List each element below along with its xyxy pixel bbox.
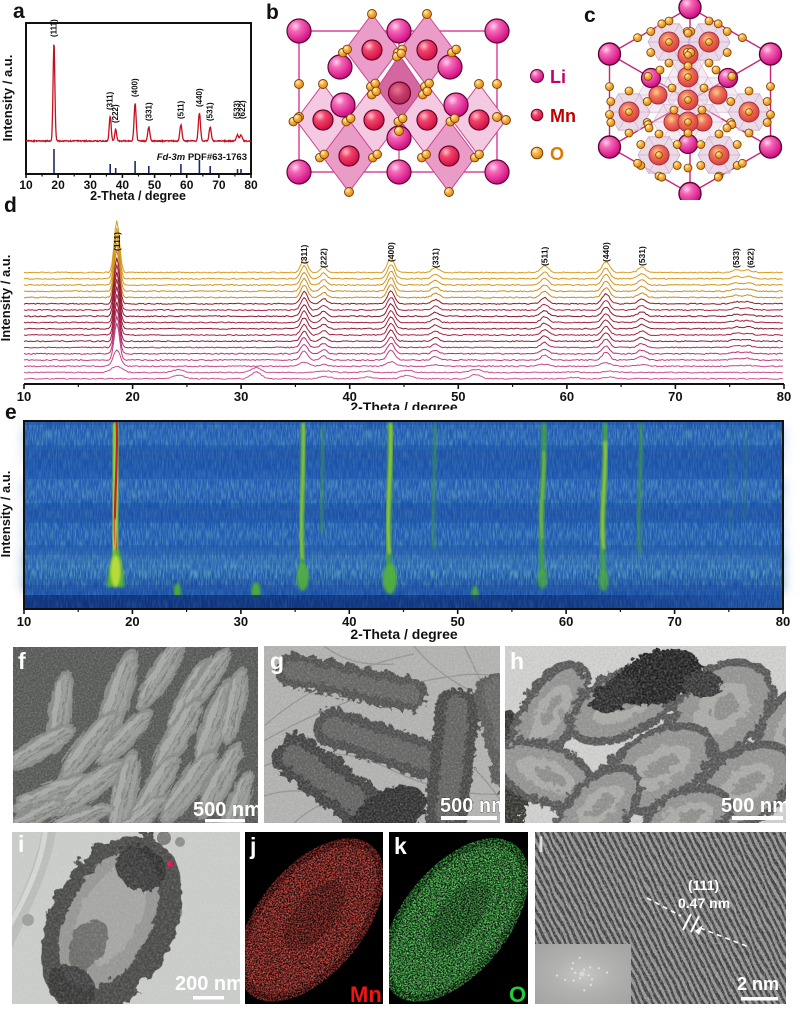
svg-text:(111): (111) bbox=[50, 19, 59, 37]
svg-text:(531): (531) bbox=[206, 102, 215, 121]
svg-text:500 nm: 500 nm bbox=[440, 795, 500, 817]
svg-text:Fd-3m PDF#63-1763: Fd-3m PDF#63-1763 bbox=[157, 152, 247, 163]
svg-text:40: 40 bbox=[116, 178, 130, 192]
svg-text:Intensity / a.u.: Intensity / a.u. bbox=[0, 255, 13, 342]
svg-text:i: i bbox=[18, 832, 24, 857]
svg-text:(400): (400) bbox=[131, 78, 140, 97]
svg-text:70: 70 bbox=[668, 389, 682, 404]
svg-text:2-Theta / degree: 2-Theta / degree bbox=[350, 626, 458, 642]
svg-text:(440): (440) bbox=[195, 88, 204, 107]
svg-text:20: 20 bbox=[51, 178, 65, 192]
svg-text:50: 50 bbox=[148, 178, 162, 192]
svg-text:30: 30 bbox=[234, 614, 248, 629]
svg-text:40: 40 bbox=[342, 614, 356, 629]
svg-text:30: 30 bbox=[84, 178, 98, 192]
svg-text:20: 20 bbox=[125, 614, 139, 629]
svg-text:j: j bbox=[249, 833, 256, 859]
svg-text:Mn: Mn bbox=[350, 982, 382, 1004]
svg-text:(533): (533) bbox=[731, 248, 741, 268]
svg-text:200 nm: 200 nm bbox=[175, 973, 240, 995]
svg-text:(400): (400) bbox=[386, 242, 396, 262]
svg-text:(311): (311) bbox=[106, 91, 115, 110]
svg-text:80: 80 bbox=[777, 389, 791, 404]
svg-text:70: 70 bbox=[667, 614, 681, 629]
svg-text:40: 40 bbox=[342, 389, 356, 404]
svg-text:(311): (311) bbox=[299, 244, 309, 264]
svg-text:(511): (511) bbox=[176, 100, 185, 119]
svg-text:(622): (622) bbox=[238, 100, 247, 119]
svg-text:500 nm: 500 nm bbox=[193, 799, 258, 821]
svg-text:2-Theta / degree: 2-Theta / degree bbox=[350, 399, 458, 410]
svg-text:60: 60 bbox=[180, 178, 194, 192]
svg-text:80: 80 bbox=[244, 178, 258, 192]
svg-text:Intensity / a.u.: Intensity / a.u. bbox=[0, 55, 15, 142]
svg-text:10: 10 bbox=[19, 178, 33, 192]
svg-text:20: 20 bbox=[125, 389, 139, 404]
svg-text:Intensity / a.u.: Intensity / a.u. bbox=[0, 471, 13, 558]
svg-text:Mn: Mn bbox=[550, 106, 576, 126]
svg-text:2-Theta / degree: 2-Theta / degree bbox=[90, 189, 186, 203]
svg-text:b: b bbox=[266, 1, 279, 24]
svg-text:10: 10 bbox=[17, 389, 31, 404]
svg-text:(222): (222) bbox=[111, 104, 120, 123]
svg-text:d: d bbox=[4, 195, 17, 217]
svg-text:(622): (622) bbox=[745, 248, 755, 268]
svg-text:a: a bbox=[13, 0, 25, 23]
svg-text:(222): (222) bbox=[319, 248, 329, 268]
svg-text:f: f bbox=[18, 648, 26, 674]
svg-text:10: 10 bbox=[17, 614, 31, 629]
svg-text:O: O bbox=[550, 144, 564, 164]
svg-text:(331): (331) bbox=[431, 248, 441, 268]
svg-text:h: h bbox=[510, 648, 524, 674]
svg-text:(440): (440) bbox=[601, 242, 611, 262]
svg-text:O: O bbox=[509, 982, 526, 1004]
svg-text:Li: Li bbox=[550, 67, 566, 87]
svg-text:60: 60 bbox=[560, 389, 574, 404]
svg-text:(533): (533) bbox=[232, 100, 241, 119]
svg-text:(331): (331) bbox=[144, 102, 153, 121]
svg-text:50: 50 bbox=[451, 389, 465, 404]
svg-text:k: k bbox=[394, 833, 407, 859]
svg-text:60: 60 bbox=[559, 614, 573, 629]
svg-text:2 nm: 2 nm bbox=[737, 974, 779, 994]
svg-text:70: 70 bbox=[212, 178, 226, 192]
svg-text:(111): (111) bbox=[112, 232, 122, 251]
svg-text:80: 80 bbox=[776, 614, 790, 629]
svg-text:g: g bbox=[270, 648, 284, 674]
svg-text:e: e bbox=[5, 405, 17, 424]
svg-text:500 nm: 500 nm bbox=[721, 795, 786, 817]
svg-text:30: 30 bbox=[234, 389, 248, 404]
svg-text:0.47 nm: 0.47 nm bbox=[678, 895, 730, 911]
svg-text:(111): (111) bbox=[688, 877, 719, 893]
svg-text:50: 50 bbox=[450, 614, 464, 629]
svg-text:c: c bbox=[584, 4, 596, 27]
svg-text:(511): (511) bbox=[540, 246, 550, 266]
svg-text:l: l bbox=[538, 834, 544, 857]
svg-text:(531): (531) bbox=[637, 246, 647, 266]
